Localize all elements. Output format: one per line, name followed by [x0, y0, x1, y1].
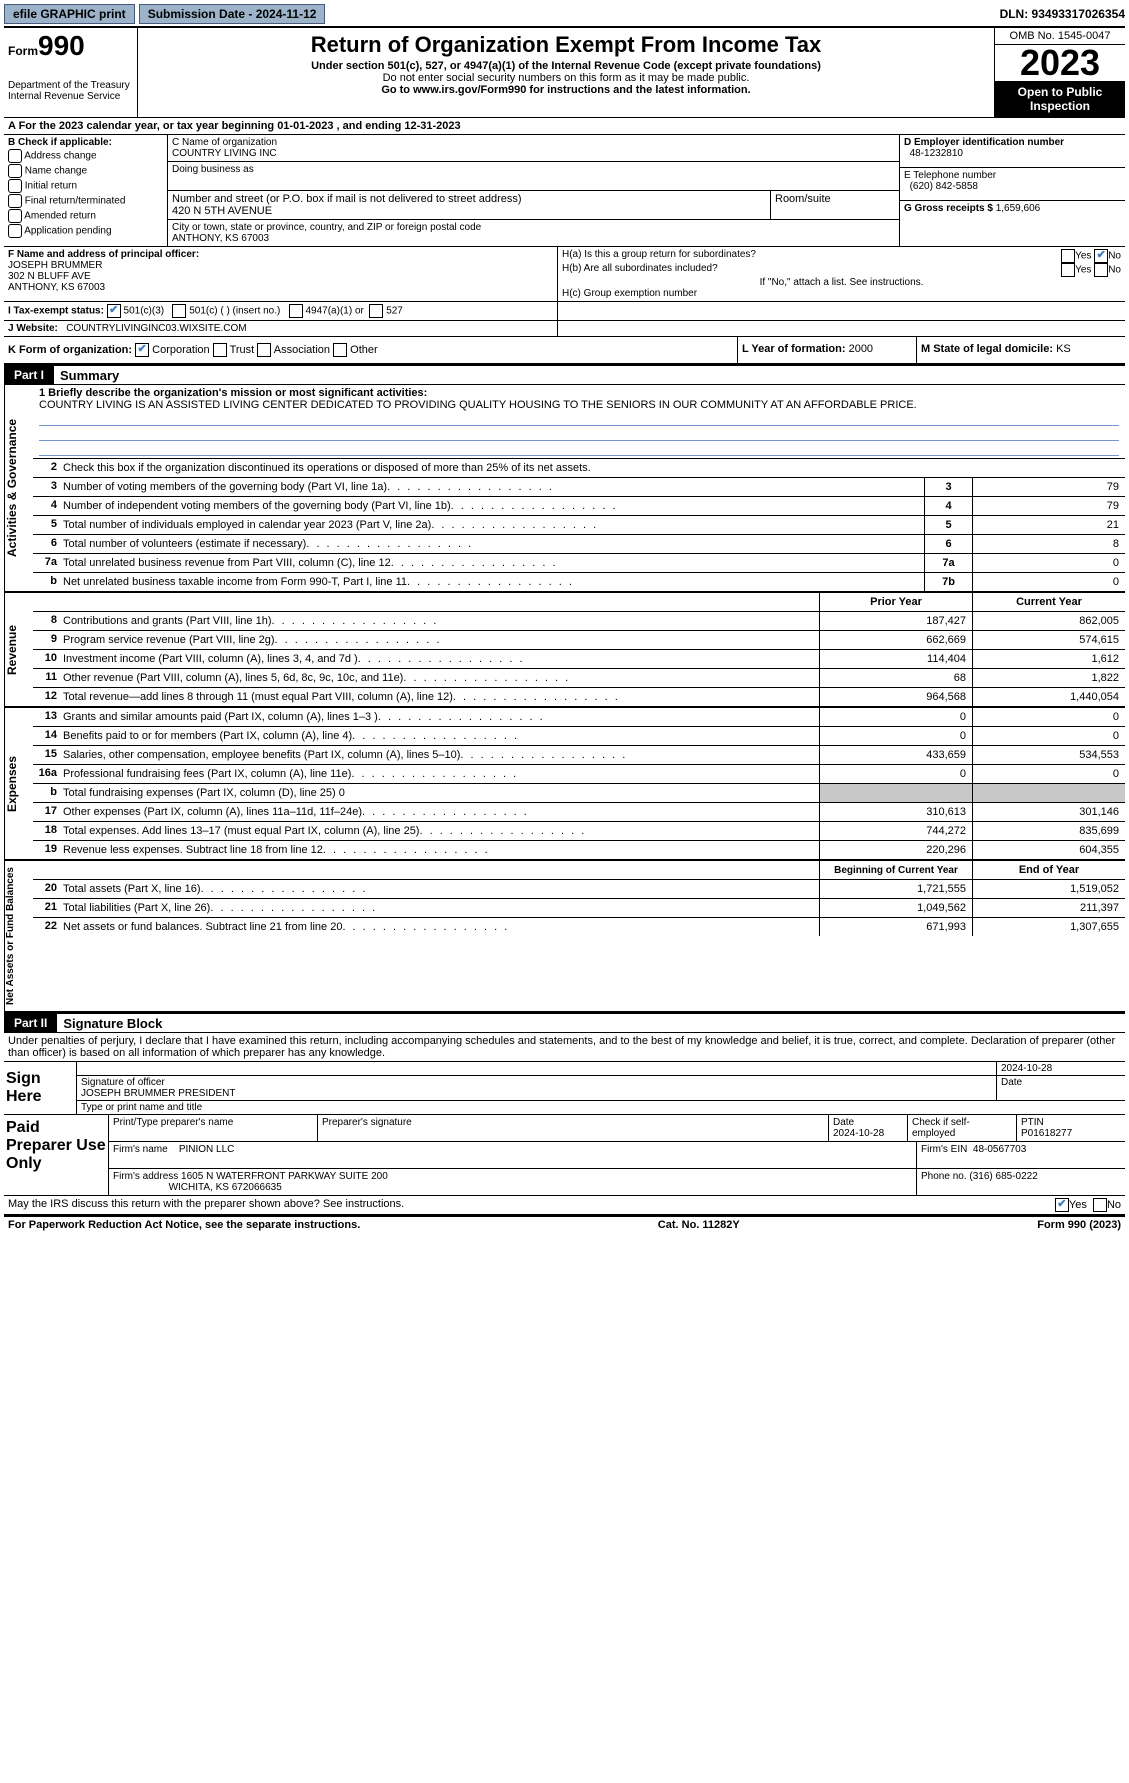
summary-line: 9 Program service revenue (Part VIII, li…	[33, 631, 1125, 650]
box-f: F Name and address of principal officer:…	[4, 247, 558, 301]
expenses-section: Expenses 13 Grants and similar amounts p…	[4, 708, 1125, 861]
efile-button[interactable]: efile GRAPHIC print	[4, 4, 135, 24]
org-city: ANTHONY, KS 67003	[172, 233, 269, 244]
summary-line: 8 Contributions and grants (Part VIII, l…	[33, 612, 1125, 631]
dln-label: DLN: 93493317026354	[1000, 7, 1125, 21]
part2-header: Part II Signature Block	[4, 1013, 1125, 1033]
summary-line: 17 Other expenses (Part IX, column (A), …	[33, 803, 1125, 822]
summary-line: 4 Number of independent voting members o…	[33, 497, 1125, 516]
mission-block: 1 Briefly describe the organization's mi…	[33, 385, 1125, 458]
summary-line: 15 Salaries, other compensation, employe…	[33, 746, 1125, 765]
summary-line: 22 Net assets or fund balances. Subtract…	[33, 918, 1125, 936]
summary-line: 6 Total number of volunteers (estimate i…	[33, 535, 1125, 554]
summary-line: 7a Total unrelated business revenue from…	[33, 554, 1125, 573]
phone-value: (620) 842-5858	[910, 181, 978, 192]
inspection-label: Open to Public Inspection	[995, 81, 1125, 117]
revenue-section: Revenue Prior Year Current Year 8 Contri…	[4, 593, 1125, 708]
activities-governance: Activities & Governance 1 Briefly descri…	[4, 385, 1125, 593]
summary-line: 18 Total expenses. Add lines 13–17 (must…	[33, 822, 1125, 841]
summary-line: 10 Investment income (Part VIII, column …	[33, 650, 1125, 669]
summary-line: 20 Total assets (Part X, line 16) 1,721,…	[33, 880, 1125, 899]
org-name: COUNTRY LIVING INC	[172, 148, 277, 159]
summary-line: b Total fundraising expenses (Part IX, c…	[33, 784, 1125, 803]
row-j: J Website: COUNTRYLIVINGINC03.WIXSITE.CO…	[4, 321, 1125, 337]
summary-line: 3 Number of voting members of the govern…	[33, 478, 1125, 497]
summary-line: 11 Other revenue (Part VIII, column (A),…	[33, 669, 1125, 688]
row-i: I Tax-exempt status: ✔ 501(c)(3) 501(c) …	[4, 302, 1125, 321]
summary-line: 13 Grants and similar amounts paid (Part…	[33, 708, 1125, 727]
summary-line: 5 Total number of individuals employed i…	[33, 516, 1125, 535]
paid-preparer-block: Paid Preparer Use Only Print/Type prepar…	[4, 1115, 1125, 1196]
ssn-note: Do not enter social security numbers on …	[148, 72, 984, 84]
org-address: 420 N 5TH AVENUE	[172, 205, 272, 217]
summary-line: 21 Total liabilities (Part X, line 26) 1…	[33, 899, 1125, 918]
page-footer: For Paperwork Reduction Act Notice, see …	[4, 1216, 1125, 1233]
discuss-row: May the IRS discuss this return with the…	[4, 1196, 1125, 1216]
row-fh: F Name and address of principal officer:…	[4, 247, 1125, 302]
netassets-section: Net Assets or Fund Balances Beginning of…	[4, 861, 1125, 1013]
summary-line: 12 Total revenue—add lines 8 through 11 …	[33, 688, 1125, 706]
submission-button[interactable]: Submission Date - 2024-11-12	[139, 4, 326, 24]
dept-label: Department of the Treasury Internal Reve…	[8, 80, 133, 102]
sign-here-block: Sign Here 2024-10-28 Signature of office…	[4, 1062, 1125, 1115]
declaration-text: Under penalties of perjury, I declare th…	[4, 1033, 1125, 1062]
summary-line: b Net unrelated business taxable income …	[33, 573, 1125, 591]
summary-line: 14 Benefits paid to or for members (Part…	[33, 727, 1125, 746]
box-b: B Check if applicable: Address change Na…	[4, 135, 168, 246]
row-klm: K Form of organization: ✔ Corporation Tr…	[4, 337, 1125, 365]
summary-line: 19 Revenue less expenses. Subtract line …	[33, 841, 1125, 859]
box-h: H(a) Is this a group return for subordin…	[558, 247, 1125, 301]
ein-value: 48-1232810	[910, 148, 963, 159]
form-title: Return of Organization Exempt From Incom…	[148, 32, 984, 58]
form-subtitle: Under section 501(c), 527, or 4947(a)(1)…	[148, 60, 984, 72]
mission-text: COUNTRY LIVING IS AN ASSISTED LIVING CEN…	[39, 399, 917, 411]
line-a: A For the 2023 calendar year, or tax yea…	[4, 117, 1125, 135]
top-bar: efile GRAPHIC print Submission Date - 20…	[4, 4, 1125, 24]
tax-year: 2023	[995, 45, 1125, 81]
form-header: Form990 Department of the Treasury Inter…	[4, 26, 1125, 117]
box-c: C Name of organization COUNTRY LIVING IN…	[168, 135, 900, 246]
summary-line: 16a Professional fundraising fees (Part …	[33, 765, 1125, 784]
box-de: D Employer identification number 48-1232…	[900, 135, 1125, 246]
goto-link[interactable]: Go to www.irs.gov/Form990 for instructio…	[148, 84, 984, 96]
website-value: COUNTRYLIVINGINC03.WIXSITE.COM	[66, 323, 246, 334]
form-number: Form990	[8, 30, 133, 62]
part1-header: Part I Summary	[4, 365, 1125, 385]
gross-receipts: 1,659,606	[996, 203, 1041, 214]
entity-grid: B Check if applicable: Address change Na…	[4, 135, 1125, 247]
